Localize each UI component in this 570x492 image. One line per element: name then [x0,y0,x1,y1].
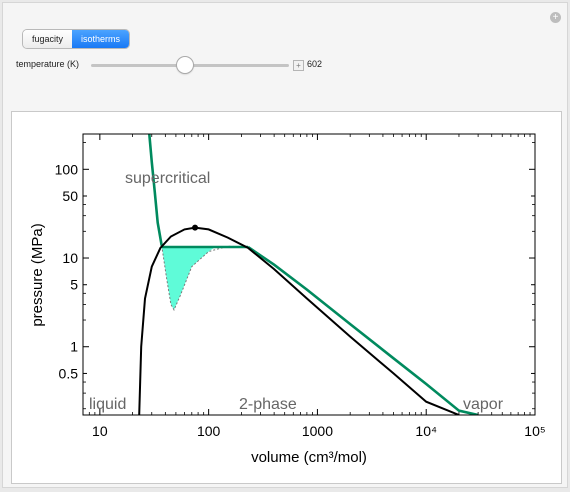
isotherm-liquid-branch [148,134,163,246]
temperature-slider-row: temperature (K) + 602 [16,57,346,73]
temperature-value: 602 [307,59,323,69]
x-axis-label: volume (cm³/mol) [251,449,367,466]
y-axis-label: pressure (MPa) [29,223,46,326]
y-tick-label: 100 [55,161,79,177]
region-label-2-phase: 2-phase [239,396,297,413]
slider-animate-plus-icon[interactable]: + [293,60,304,71]
region-label-vapor: vapor [463,396,504,413]
view-toggle: fugacity isotherms [23,30,130,48]
y-tick-label: 0.5 [59,365,79,381]
x-tick-label: 1000 [302,423,333,439]
isotherms-tab[interactable]: isotherms [72,30,130,48]
y-tick-label: 1 [70,339,78,355]
y-tick-label: 50 [62,188,78,204]
plot-frame [82,133,536,416]
x-tick-label: 10⁵ [524,423,545,439]
plot-area: 10 100 1000 10⁴ 10⁵ 100 50 10 5 1 0.5 supercritica… [11,111,562,484]
x-tick-label: 100 [197,423,221,439]
x-tick-label: 10 [92,423,108,439]
temperature-slider-thumb[interactable] [177,57,193,73]
coexistence-curve [138,226,460,415]
temperature-label: temperature (K) [16,59,80,69]
fugacity-tab[interactable]: fugacity [23,30,73,48]
region-label-supercritical: supercritical [125,170,210,187]
pv-diagram: 10 100 1000 10⁴ 10⁵ 100 50 10 5 1 0.5 supercritica… [29,133,546,466]
expand-options-icon[interactable]: + [550,12,561,23]
isotherm-vapor-branch [247,245,479,415]
x-tick-label: 10⁴ [415,423,437,439]
y-tick-label: 5 [70,277,78,293]
critical-point [192,224,199,231]
y-tick-label: 10 [62,250,78,266]
equal-area-lobe-lower [161,245,216,310]
region-label-liquid: liquid [89,396,126,413]
